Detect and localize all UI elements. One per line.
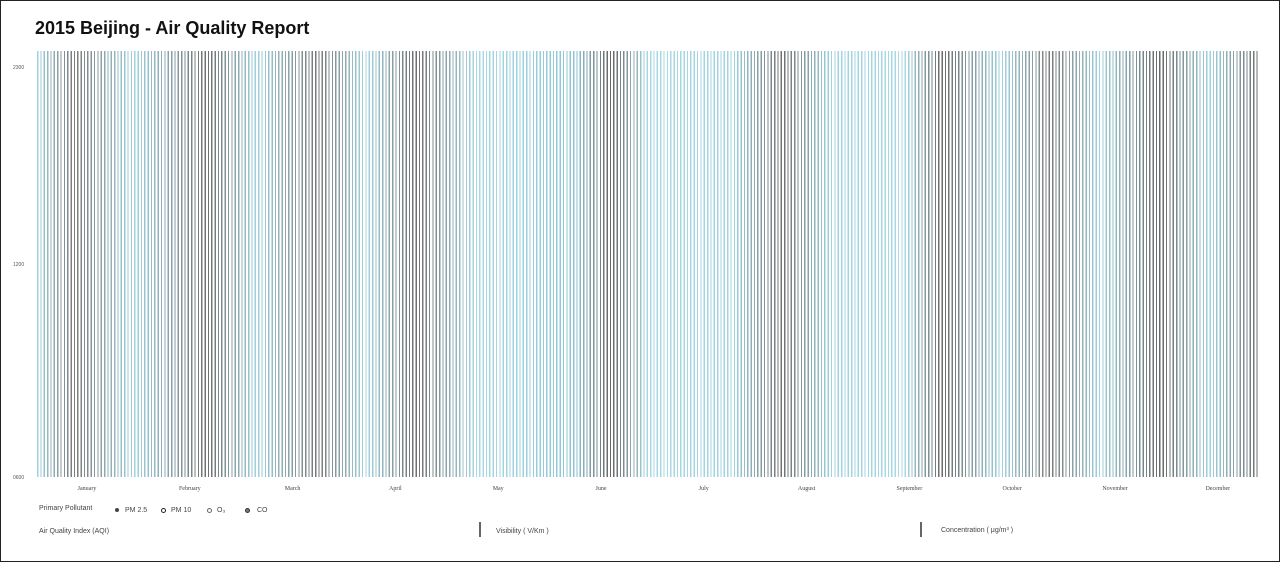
month-label: August	[797, 486, 816, 492]
legend-marker	[161, 508, 166, 513]
legend-label: PM 10	[171, 507, 192, 514]
month-label: March	[284, 486, 301, 492]
legend-label: CO	[257, 507, 268, 514]
title: 2015 Beijing - Air Quality Report	[35, 18, 310, 38]
month-label: July	[698, 486, 709, 492]
aqi-stripes	[37, 51, 1259, 477]
footer-label: Air Quality Index (AQI)	[39, 528, 110, 535]
month-label: December	[1205, 486, 1231, 492]
y-label: 0600	[13, 475, 25, 481]
legend-label: O₃	[217, 507, 226, 514]
legend-marker	[115, 508, 119, 512]
y-label: 1200	[13, 262, 25, 268]
legend-label: PM 2.5	[125, 507, 148, 514]
month-label: September	[896, 486, 923, 492]
y-label: 2300	[13, 65, 25, 71]
month-label: February	[178, 486, 201, 492]
month-label: May	[492, 486, 504, 492]
separator	[479, 522, 481, 537]
legend-title: Primary Pollutant	[39, 505, 93, 512]
month-label: June	[595, 486, 607, 492]
month-label: April	[389, 486, 402, 492]
footer-label: Concentration ( μg/m³ )	[941, 527, 1014, 534]
footer-label: Visibility ( V/Km )	[496, 528, 549, 535]
separator	[920, 522, 922, 537]
month-label: January	[77, 486, 97, 492]
month-label: October	[1002, 486, 1022, 492]
legend-marker	[245, 508, 250, 513]
legend-marker	[207, 508, 212, 513]
month-label: November	[1102, 486, 1128, 492]
